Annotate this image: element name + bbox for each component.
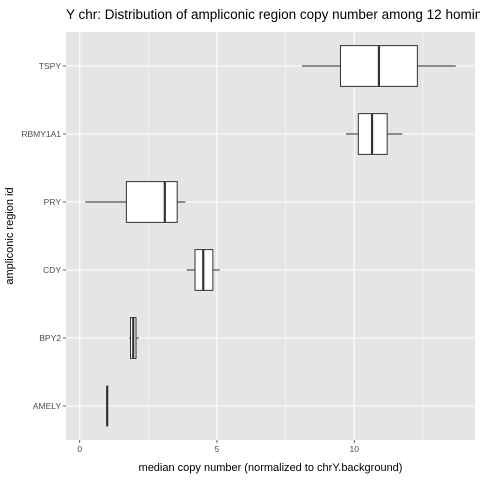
y-tick-label: TSPY: [39, 61, 62, 71]
x-axis-title: median copy number (normalized to chrY.b…: [139, 462, 403, 474]
box-series: [85, 45, 456, 427]
y-tick-label: RBMY1A1: [21, 129, 61, 139]
y-axis-title: ampliconic region id: [4, 187, 16, 284]
box-tspy: [302, 45, 456, 87]
y-tick-label: BPY2: [39, 333, 61, 343]
y-tick-label: AMELY: [33, 401, 62, 411]
plot-panel: [66, 32, 475, 440]
y-tick-label: CDY: [43, 265, 61, 275]
box-cdy: [186, 249, 220, 291]
x-tick-label: 5: [215, 444, 220, 454]
x-tick-label: 10: [349, 444, 359, 454]
x-axis: 0 5 10: [77, 440, 359, 454]
box-body: [125, 181, 178, 223]
chart-title: Y chr: Distribution of ampliconic region…: [66, 7, 480, 22]
box-bpy2: [129, 317, 139, 359]
x-tick-label: 0: [77, 444, 82, 454]
y-tick-label: PRY: [44, 197, 62, 207]
box-pry: [85, 181, 186, 223]
box-rbmy1a1: [345, 113, 403, 155]
y-axis: AMELY BPY2 CDY PRY RBMY1A1 TSPY: [21, 61, 66, 411]
